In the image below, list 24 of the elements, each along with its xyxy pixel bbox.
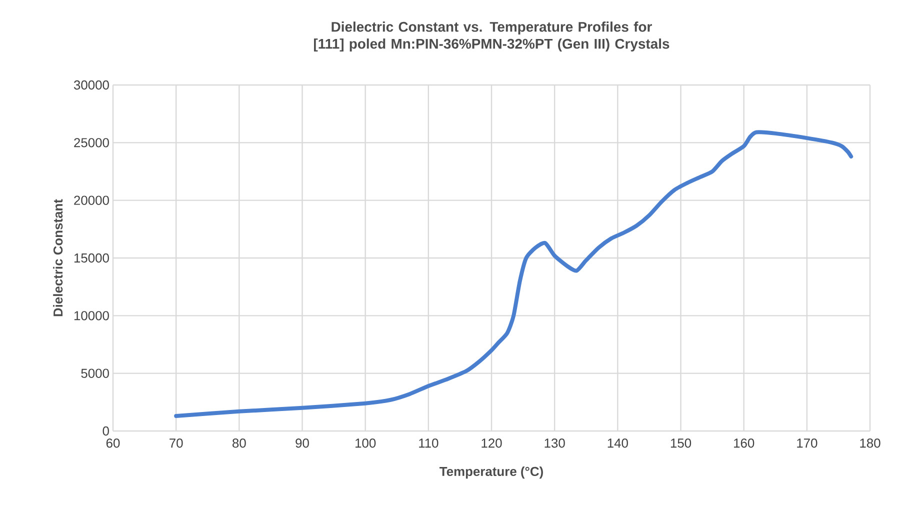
y-axis-title: Dielectric Constant — [53, 199, 63, 316]
x-tick-label: 130 — [544, 438, 565, 448]
y-tick-label: 5000 — [81, 368, 109, 378]
x-tick-label: 90 — [296, 438, 309, 448]
x-tick-label: 160 — [734, 438, 754, 448]
x-tick-label: 70 — [170, 438, 183, 448]
y-tick-label: 30000 — [74, 80, 109, 90]
x-tick-label: 100 — [356, 438, 376, 448]
x-tick-label: 110 — [419, 438, 438, 448]
x-tick-label: 180 — [860, 438, 880, 448]
x-axis-title: Temperature (°C) — [440, 466, 543, 479]
y-tick-label: 20000 — [74, 196, 109, 205]
line-series — [174, 130, 854, 418]
x-tick-label: 60 — [106, 438, 120, 448]
x-tick-label: 170 — [797, 438, 818, 448]
x-tick-label: 80 — [232, 438, 246, 448]
y-tick-label: 0 — [102, 426, 109, 436]
x-tick-label: 150 — [670, 438, 692, 448]
y-tick-label: 10000 — [74, 311, 109, 320]
y-tick-label: 15000 — [74, 253, 109, 263]
y-tick-label: 25000 — [74, 138, 109, 148]
x-tick-label: 140 — [608, 438, 628, 448]
x-tick-label: 120 — [482, 438, 502, 448]
chart-title: Dielectric Constant vs. Temperature Profiles for [111] poled Mn:PIN-36%PMN-32%PT (Gen III) Crystals — [314, 22, 670, 52]
